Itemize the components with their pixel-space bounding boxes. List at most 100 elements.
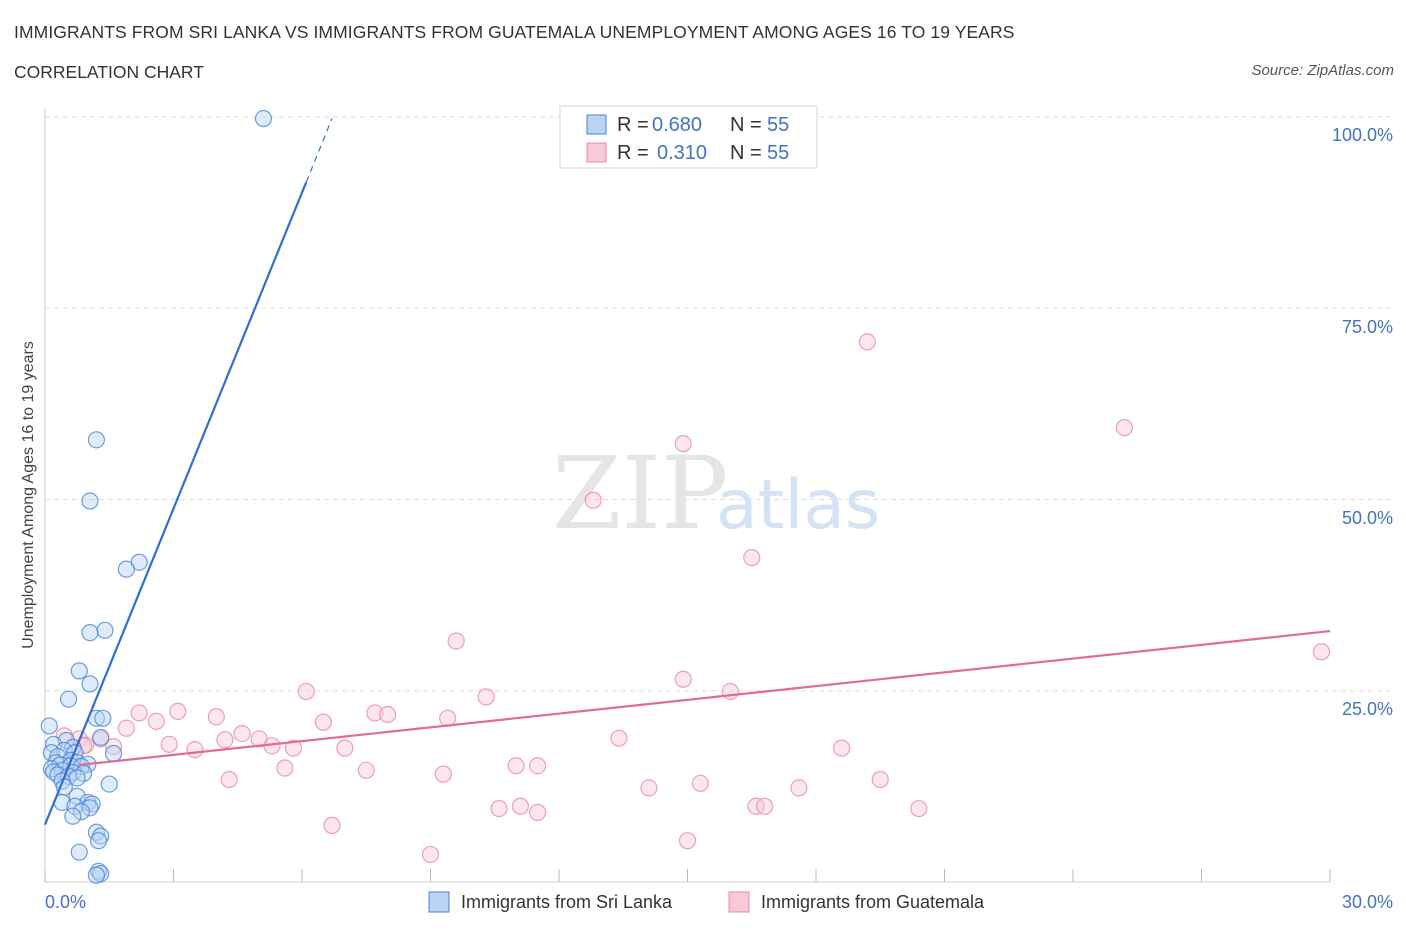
grid-lines [45, 116, 1393, 692]
watermark: ZIP atlas [552, 435, 880, 552]
series-legend-label-guatemala[interactable]: Immigrants from Guatemala [761, 892, 985, 912]
guatemala-point-50[interactable] [528, 803, 547, 821]
chart-title: IMMIGRANTS FROM SRI LANKA VS IMMIGRANTS … [14, 22, 1015, 42]
sri-lanka-point-12[interactable] [40, 717, 58, 735]
sri-lanka-point-47[interactable] [64, 807, 82, 825]
legend-n-value-2: 55 [767, 142, 789, 164]
series-legend-swatch-guatemala[interactable] [728, 891, 750, 913]
guatemala-point-5[interactable] [447, 632, 465, 650]
guatemala-point-37[interactable] [276, 759, 294, 777]
guatemala-point-38[interactable] [357, 761, 375, 779]
guatemala-point-12[interactable] [130, 704, 148, 722]
sri-lanka-point-4[interactable] [117, 560, 135, 578]
sri-lanka-point-46[interactable] [72, 803, 91, 821]
guatemala-point-10[interactable] [721, 682, 739, 701]
sri-lanka-point-54[interactable] [87, 866, 106, 884]
guatemala-point-3[interactable] [584, 491, 602, 509]
series-legend-swatch-sri-lanka[interactable] [428, 891, 450, 913]
legend-n-label-1: N = [730, 114, 762, 136]
chart-subtitle: CORRELATION CHART [14, 62, 204, 82]
guatemala-point-49[interactable] [511, 797, 530, 815]
y-tick-label-100: 100.0% [1332, 125, 1393, 145]
guatemala-point-2[interactable] [674, 435, 692, 453]
guatemala-point-40[interactable] [220, 770, 238, 789]
sri-lanka-trend-extension [305, 118, 333, 183]
sri-lanka-point-45[interactable] [81, 799, 99, 817]
guatemala-point-6[interactable] [1312, 643, 1331, 661]
series-legend-label-sri-lanka[interactable]: Immigrants from Sri Lanka [461, 892, 673, 912]
sri-lanka-point-20[interactable] [104, 744, 123, 763]
guatemala-point-14[interactable] [379, 705, 397, 724]
guatemala-point-18[interactable] [314, 713, 333, 731]
guatemala-point-15[interactable] [207, 708, 225, 726]
sri-lanka-point-9[interactable] [59, 690, 78, 708]
sri-lanka-point-0[interactable] [254, 109, 273, 128]
guatemala-point-47[interactable] [910, 799, 928, 818]
guatemala-point-51[interactable] [323, 816, 341, 834]
watermark-zip: ZIP [552, 435, 728, 552]
correlation-legend: R = 0.680 N = 55 R = 0.310 N = 55 [559, 105, 818, 169]
x-tick-label-min: 0.0% [45, 892, 86, 912]
trend-lines [43, 118, 1331, 826]
y-tick-label-75: 75.0% [1342, 317, 1393, 337]
sri-lanka-point-29[interactable] [42, 760, 61, 778]
x-axis-ticks [44, 869, 1331, 882]
sri-lanka-points [40, 109, 273, 884]
x-tick-label-max: 30.0% [1342, 892, 1393, 912]
legend-swatch-guatemala [586, 142, 607, 163]
y-axis-tick-labels: 25.0% 50.0% 75.0% 100.0% [1332, 125, 1393, 719]
sri-lanka-point-38[interactable] [100, 775, 118, 793]
guatemala-point-33[interactable] [833, 739, 851, 757]
series-legend: Immigrants from Sri Lanka Immigrants fro… [428, 891, 985, 913]
guatemala-point-7[interactable] [674, 670, 692, 688]
guatemala-point-11[interactable] [169, 702, 187, 721]
guatemala-point-46[interactable] [755, 797, 774, 815]
guatemala-point-23[interactable] [216, 731, 234, 749]
sri-lanka-point-51[interactable] [70, 843, 88, 861]
sri-lanka-point-5[interactable] [96, 621, 114, 639]
sri-lanka-point-1[interactable] [87, 431, 106, 449]
guatemala-point-8[interactable] [297, 682, 315, 701]
guatemala-point-39[interactable] [434, 765, 452, 783]
watermark-atlas: atlas [716, 466, 880, 545]
guatemala-point-9[interactable] [477, 688, 495, 706]
y-tick-label-50: 50.0% [1342, 508, 1393, 528]
guatemala-point-20[interactable] [233, 724, 251, 743]
legend-r-label-2: R = [617, 142, 649, 164]
guatemala-point-24[interactable] [610, 729, 628, 747]
sri-lanka-point-50[interactable] [89, 832, 108, 850]
guatemala-point-30[interactable] [104, 737, 123, 756]
sri-lanka-point-6[interactable] [81, 624, 99, 642]
guatemala-point-48[interactable] [490, 799, 508, 818]
source-credit: Source: ZipAtlas.com [1251, 62, 1394, 79]
guatemala-point-34[interactable] [284, 739, 303, 757]
guatemala-points [55, 333, 1331, 864]
guatemala-point-0[interactable] [858, 333, 877, 351]
sri-lanka-point-7[interactable] [70, 662, 88, 680]
guatemala-point-1[interactable] [1115, 418, 1134, 437]
guatemala-point-52[interactable] [678, 832, 697, 850]
guatemala-point-4[interactable] [743, 549, 761, 567]
guatemala-point-31[interactable] [186, 741, 204, 759]
guatemala-trend-line [79, 629, 1331, 767]
sri-lanka-point-2[interactable] [81, 492, 99, 510]
sri-lanka-point-11[interactable] [94, 709, 112, 727]
guatemala-point-36[interactable] [528, 757, 547, 775]
guatemala-point-27[interactable] [160, 735, 178, 753]
legend-r-value-1: 0.680 [652, 114, 702, 136]
sri-lanka-point-13[interactable] [92, 728, 110, 747]
guatemala-point-19[interactable] [117, 719, 135, 737]
guatemala-point-41[interactable] [871, 770, 889, 789]
guatemala-point-17[interactable] [147, 712, 165, 730]
guatemala-point-53[interactable] [421, 845, 440, 864]
guatemala-point-35[interactable] [507, 757, 525, 775]
guatemala-point-43[interactable] [640, 779, 658, 797]
legend-r-label-1: R = [617, 114, 649, 136]
legend-n-value-1: 55 [767, 114, 789, 136]
guatemala-point-42[interactable] [691, 774, 709, 792]
sri-lanka-point-8[interactable] [81, 675, 99, 693]
guatemala-point-13[interactable] [366, 704, 384, 722]
guatemala-point-44[interactable] [790, 779, 808, 797]
guatemala-point-32[interactable] [336, 739, 354, 757]
